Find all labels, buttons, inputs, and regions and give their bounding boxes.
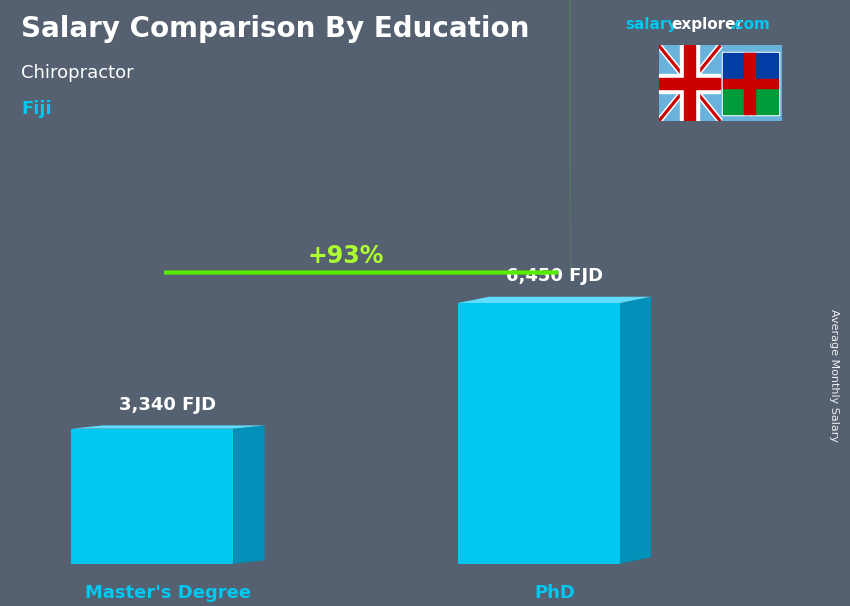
Text: Master's Degree: Master's Degree [85,584,251,602]
Text: Salary Comparison By Education: Salary Comparison By Education [21,15,530,43]
Text: PhD: PhD [534,584,575,602]
Bar [659,74,720,93]
Text: salary: salary [625,17,677,32]
Text: Fiji: Fiji [21,100,52,118]
Text: Chiropractor: Chiropractor [21,64,133,82]
Text: .com: .com [729,17,770,32]
Polygon shape [458,303,620,564]
Polygon shape [620,297,651,564]
Bar [680,45,699,121]
Polygon shape [71,425,264,428]
Polygon shape [234,425,264,564]
Polygon shape [458,297,651,303]
Bar [722,52,779,115]
Bar [723,79,778,88]
Bar [659,78,720,89]
Text: Average Monthly Salary: Average Monthly Salary [829,309,839,442]
Text: explorer: explorer [672,17,744,32]
Polygon shape [71,428,234,564]
Bar [723,53,778,83]
Bar [744,53,755,114]
Bar [751,85,778,114]
Bar [684,45,695,121]
Text: 3,340 FJD: 3,340 FJD [120,396,217,414]
Text: 6,450 FJD: 6,450 FJD [506,267,603,285]
Text: +93%: +93% [308,244,384,268]
Bar [723,85,750,114]
